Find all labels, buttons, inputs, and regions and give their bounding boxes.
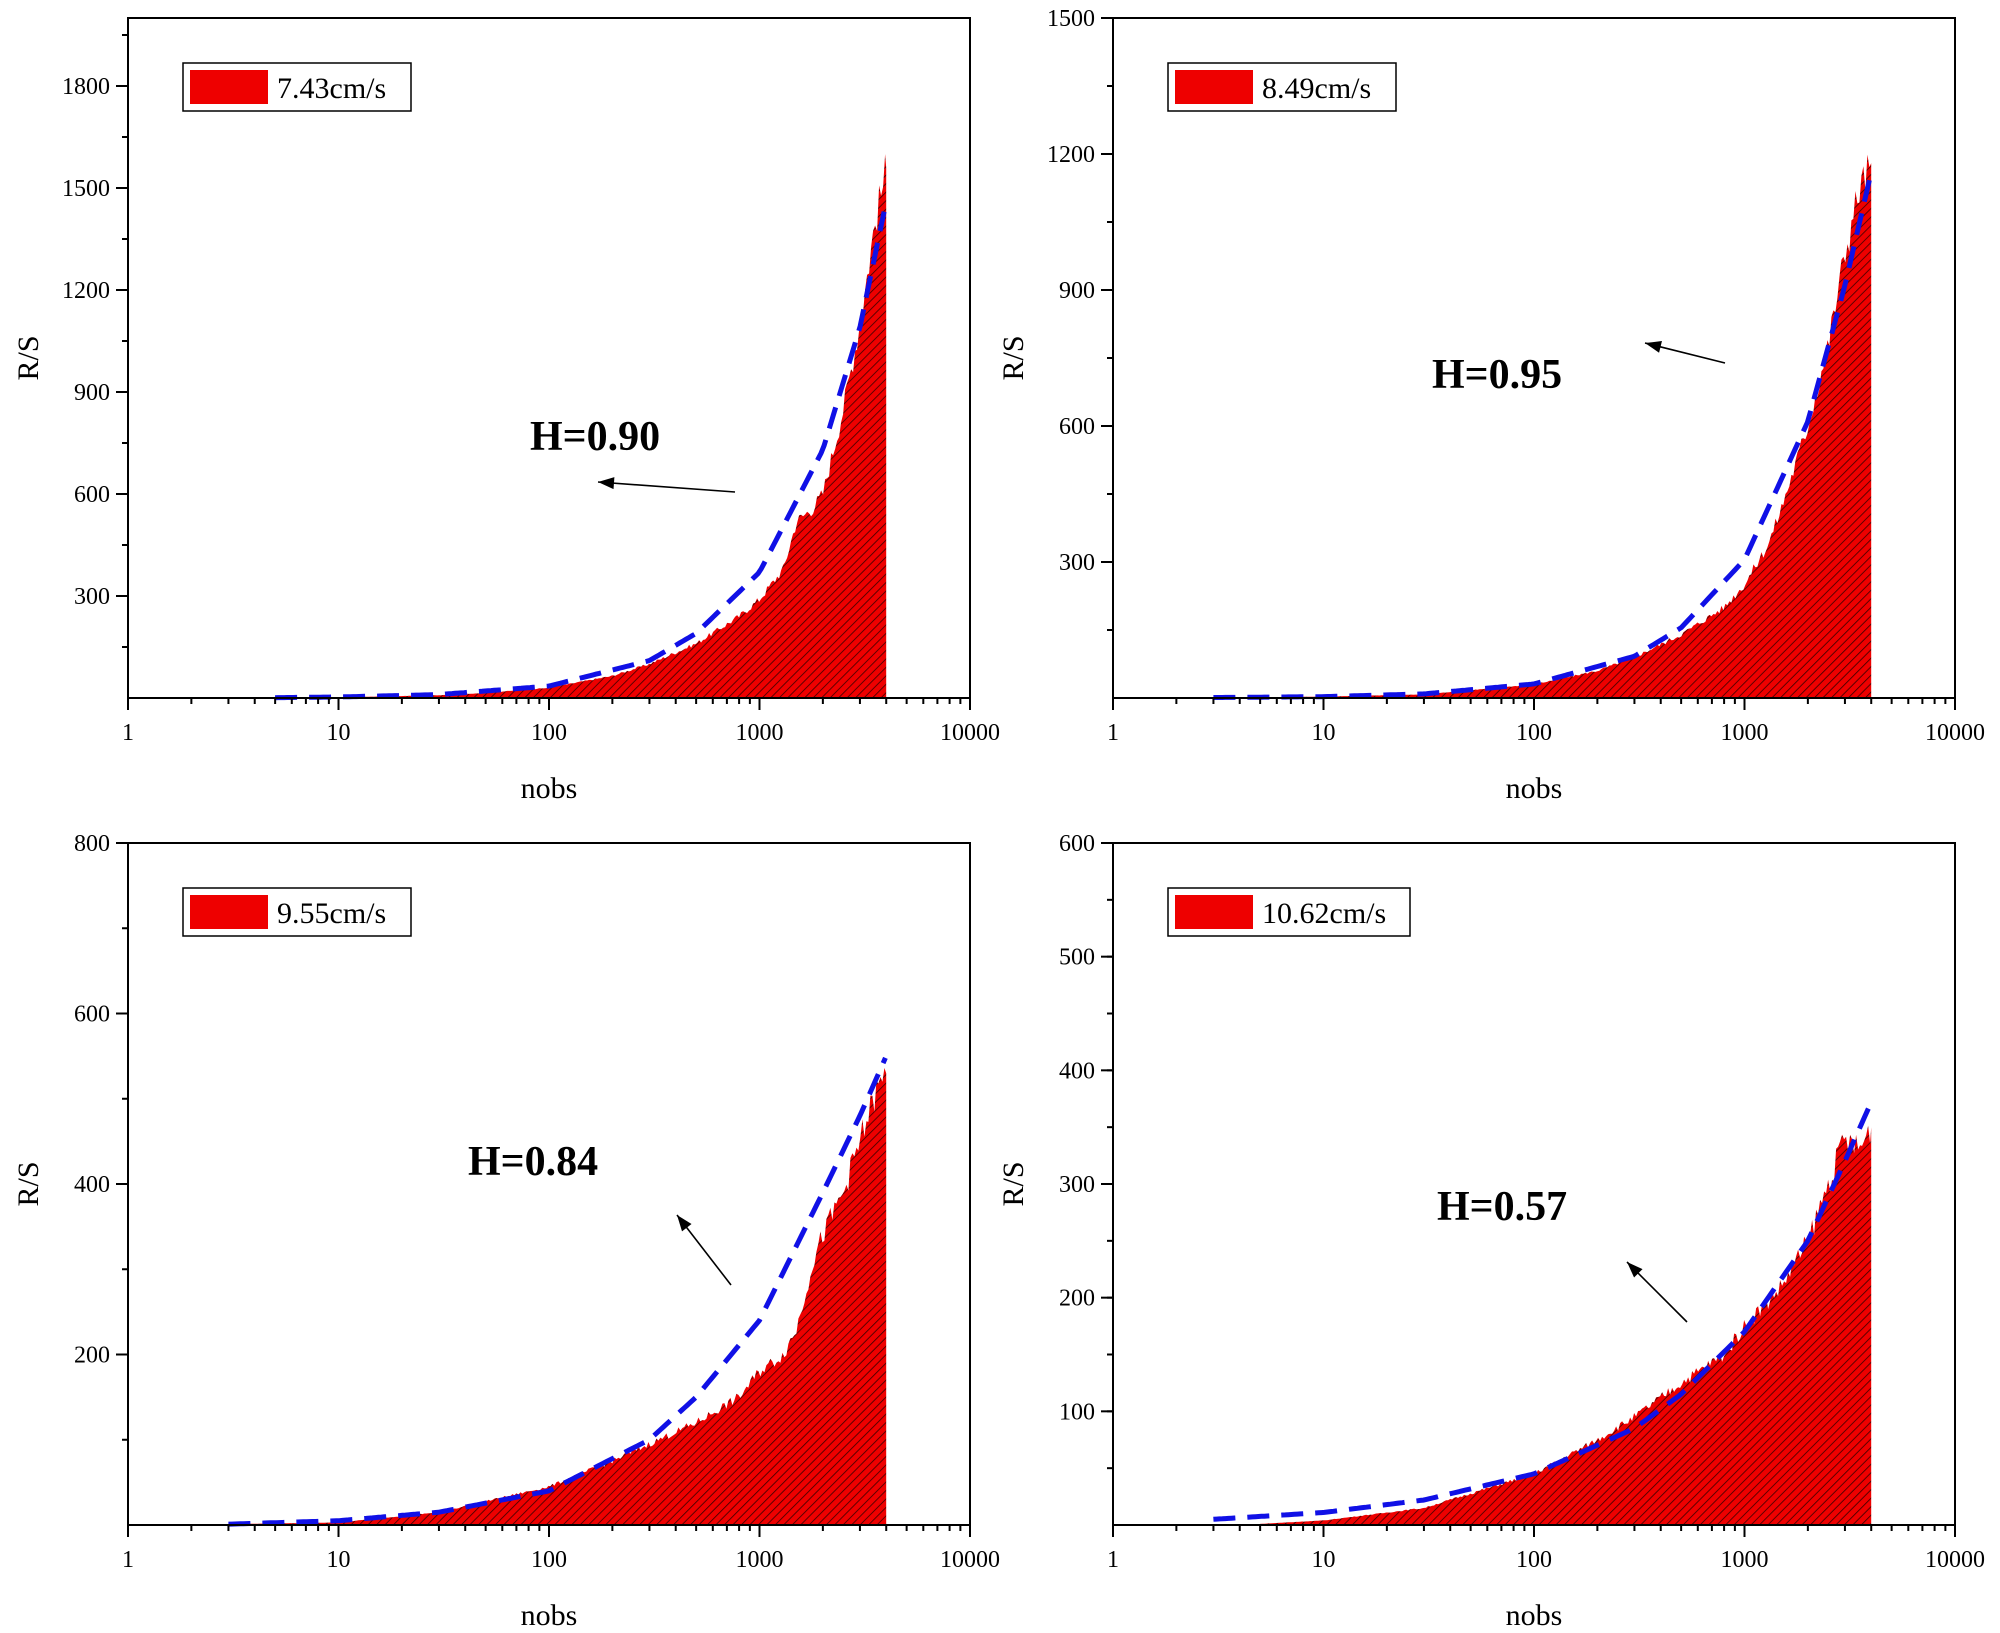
x-tick-label: 1000: [736, 1547, 784, 1573]
legend-swatch: [190, 70, 268, 104]
x-tick-label: 1000: [1721, 1547, 1769, 1573]
y-tick-label: 300: [74, 584, 110, 610]
data-area-2: [1213, 154, 1872, 699]
hurst-annotation: H=0.90: [530, 414, 660, 460]
annotation-arrowhead: [677, 1215, 692, 1232]
x-tick-label: 1: [1107, 720, 1119, 746]
x-axis-title: nobs: [521, 772, 578, 805]
y-tick-label: 900: [74, 380, 110, 406]
fit-line-3: [228, 1056, 888, 1527]
y-tick-label: 200: [74, 1343, 110, 1369]
y-tick-label: 200: [1059, 1286, 1095, 1312]
x-tick-label: 10000: [940, 720, 1000, 746]
x-tick-label: 10: [327, 1547, 351, 1573]
y-tick-label: 500: [1059, 945, 1095, 971]
annotation-arrowhead: [598, 477, 615, 490]
x-tick-label: 10000: [940, 1547, 1000, 1573]
chart-panel-2: 1 10 100 1000 10000 300 600 900 1200 1500 nobs R/S 8…: [997, 6, 1985, 805]
legend-swatch: [1175, 70, 1253, 104]
y-tick-label: 600: [1059, 831, 1095, 857]
y-tick-label: 600: [74, 482, 110, 508]
y-tick-label: 600: [1059, 414, 1095, 440]
x-tick-label: 10000: [1925, 1547, 1985, 1573]
hurst-annotation: H=0.95: [1432, 352, 1562, 398]
y-axis-title: R/S: [997, 335, 1030, 380]
x-tick-label: 100: [1516, 720, 1552, 746]
annotation-arrowhead: [1627, 1262, 1643, 1278]
fit-line-4: [1213, 1102, 1873, 1522]
x-tick-label: 10: [1312, 1547, 1336, 1573]
annotation-arrow: [597, 481, 736, 493]
y-axis-title: R/S: [12, 335, 45, 380]
x-tick-label: 1000: [736, 720, 784, 746]
y-tick-label: 600: [74, 1002, 110, 1028]
legend-swatch: [190, 895, 268, 929]
legend-swatch: [1175, 895, 1253, 929]
data-area-4: [1260, 1125, 1872, 1525]
y-axis-title: R/S: [997, 1161, 1030, 1206]
hurst-annotation: H=0.57: [1437, 1184, 1567, 1230]
x-tick-label: 100: [531, 1547, 567, 1573]
x-tick-label: 100: [1516, 1547, 1552, 1573]
y-tick-label: 1500: [62, 176, 110, 202]
x-tick-label: 1: [122, 1547, 134, 1573]
chart-panel-4: 1 10 100 1000 10000 100 200 300 400 500 600 nobs R/S…: [997, 831, 1985, 1632]
legend-label: 8.49cm/s: [1262, 72, 1371, 105]
y-axis-title: R/S: [12, 1161, 45, 1206]
y-tick-label: 100: [1059, 1399, 1095, 1425]
y-tick-label: 400: [1059, 1058, 1095, 1084]
data-area-3: [228, 1068, 887, 1525]
x-axis-title: nobs: [521, 1599, 578, 1632]
y-tick-label: 900: [1059, 278, 1095, 304]
x-axis-title: nobs: [1506, 772, 1563, 805]
x-tick-label: 1: [1107, 1547, 1119, 1573]
y-tick-label: 800: [74, 831, 110, 857]
y-tick-label: 1500: [1047, 6, 1095, 32]
y-tick-label: 1200: [1047, 142, 1095, 168]
legend-label: 7.43cm/s: [277, 72, 386, 105]
hurst-annotation: H=0.84: [468, 1139, 598, 1185]
x-axis-title: nobs: [1506, 1599, 1563, 1632]
x-tick-label: 10: [327, 720, 351, 746]
x-tick-label: 100: [531, 720, 567, 746]
y-tick-label: 1200: [62, 278, 110, 304]
y-tick-label: 300: [1059, 1172, 1095, 1198]
y-tick-label: 400: [74, 1172, 110, 1198]
legend-label: 9.55cm/s: [277, 897, 386, 930]
annotation-arrowhead: [1645, 341, 1662, 353]
fit-line-2: [1213, 175, 1873, 700]
x-tick-label: 1000: [1721, 720, 1769, 746]
chart-panel-1: 1 10 100 1000 10000 300 600 900 1200 1500 1800 nobs…: [12, 17, 1000, 805]
x-tick-label: 10: [1312, 720, 1336, 746]
y-tick-label: 1800: [62, 74, 110, 100]
chart-panel-3: 1 10 100 1000 10000 200 400 600 800 nobs R/S 9.55cm…: [12, 831, 1000, 1632]
y-tick-label: 300: [1059, 550, 1095, 576]
legend-label: 10.62cm/s: [1262, 897, 1386, 930]
x-tick-label: 10000: [1925, 720, 1985, 746]
data-area-1: [275, 154, 887, 699]
x-tick-label: 1: [122, 720, 134, 746]
